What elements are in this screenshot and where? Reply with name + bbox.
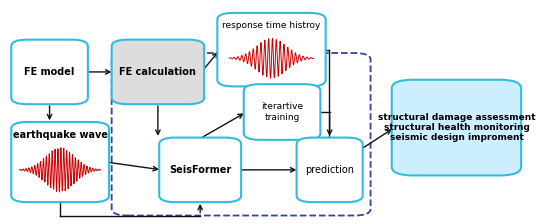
FancyBboxPatch shape [392,80,521,175]
FancyBboxPatch shape [11,122,109,202]
Text: response time histroy: response time histroy [222,21,321,30]
Text: iterartive
training: iterartive training [261,102,303,122]
Text: structural damage assessment
structural health monitoring
seismic design improme: structural damage assessment structural … [378,113,535,142]
FancyBboxPatch shape [217,13,326,86]
FancyBboxPatch shape [159,138,241,202]
Text: prediction: prediction [305,165,354,175]
FancyBboxPatch shape [11,40,88,104]
FancyBboxPatch shape [244,84,321,140]
FancyBboxPatch shape [296,138,362,202]
Text: SeisFormer: SeisFormer [169,165,232,175]
Text: FE calculation: FE calculation [119,67,196,77]
Text: FE model: FE model [24,67,75,77]
FancyBboxPatch shape [112,40,204,104]
Text: earthquake wave: earthquake wave [13,130,108,140]
